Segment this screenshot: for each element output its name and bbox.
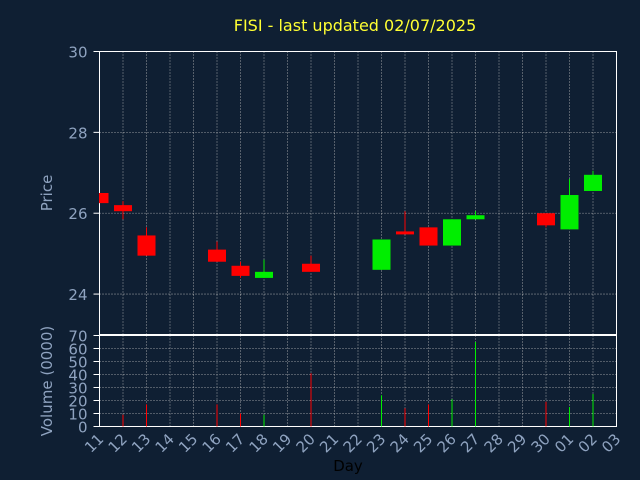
volume-tick-label: 20 xyxy=(68,393,87,411)
x-tick-label: 26 xyxy=(434,430,460,456)
x-tick-label: 13 xyxy=(128,430,154,456)
x-tick-label: 21 xyxy=(316,430,342,456)
candle-body-12 xyxy=(114,205,132,212)
x-tick-label: 01 xyxy=(551,430,577,456)
price-axis-label: Price xyxy=(38,175,56,212)
candle-body-24 xyxy=(396,231,414,235)
volume-tick-label: 40 xyxy=(68,367,87,385)
x-tick-label: 18 xyxy=(246,430,272,456)
candle-body-23 xyxy=(372,239,391,270)
x-tick-labels: 1112131415161718192021222324252627282930… xyxy=(81,430,624,456)
candlesticks xyxy=(99,170,602,278)
price-grid xyxy=(99,51,617,335)
x-tick-label: 16 xyxy=(199,430,225,456)
candle-body-25 xyxy=(419,227,438,246)
x-tick-label: 28 xyxy=(481,430,507,456)
candle-body-27 xyxy=(466,215,485,220)
volume-tick-label: 70 xyxy=(68,328,87,346)
price-y-ticks: 24 26 28 30 xyxy=(68,44,100,304)
x-tick-label: 29 xyxy=(504,430,530,456)
x-tick-label: 03 xyxy=(598,430,624,456)
x-tick-label: 02 xyxy=(575,430,601,456)
x-tick-label: 15 xyxy=(175,430,201,456)
x-tick-label: 12 xyxy=(105,430,131,456)
volume-tick-label: 30 xyxy=(68,380,87,398)
x-tick-label: 23 xyxy=(363,430,389,456)
volume-axis-label: Volume (0000) xyxy=(38,326,56,436)
candle-body-30 xyxy=(537,213,555,226)
candle-body-17 xyxy=(231,265,250,276)
candle-body-01 xyxy=(560,195,579,230)
candle-body-13 xyxy=(137,235,156,256)
volume-tick-label: 60 xyxy=(68,341,87,359)
volume-plot-frame xyxy=(99,335,617,427)
price-tick-label: 26 xyxy=(68,205,87,223)
candle-body-26 xyxy=(443,219,461,246)
volume-tick-label: 0 xyxy=(78,419,88,437)
x-tick-label: 27 xyxy=(457,430,483,456)
x-tick-label: 20 xyxy=(293,430,319,456)
candle-body-11 xyxy=(99,193,109,204)
x-tick-label: 14 xyxy=(152,430,178,456)
price-tick-label: 28 xyxy=(68,124,87,142)
volume-bars xyxy=(122,342,594,427)
price-panel: 24 26 28 30 Price xyxy=(38,44,617,335)
volume-grid xyxy=(99,335,617,427)
x-tick-label: 17 xyxy=(222,430,248,456)
x-tick-label: 30 xyxy=(528,430,554,456)
x-axis-label: Day xyxy=(333,457,363,475)
candle-body-02 xyxy=(584,174,602,191)
price-tick-label: 24 xyxy=(68,286,87,304)
x-tick-label: 19 xyxy=(269,430,295,456)
candle-body-16 xyxy=(208,249,226,262)
candle-body-20 xyxy=(302,263,320,272)
x-tick-label: 25 xyxy=(410,430,436,456)
volume-tick-label: 50 xyxy=(68,354,87,372)
candle-body-18 xyxy=(255,271,273,278)
price-tick-label: 30 xyxy=(68,44,87,62)
x-tick-label: 24 xyxy=(387,430,413,456)
volume-tick-label: 10 xyxy=(68,406,87,424)
x-tick-label: 22 xyxy=(340,430,366,456)
chart-title: FISI - last updated 02/07/2025 xyxy=(234,16,477,35)
